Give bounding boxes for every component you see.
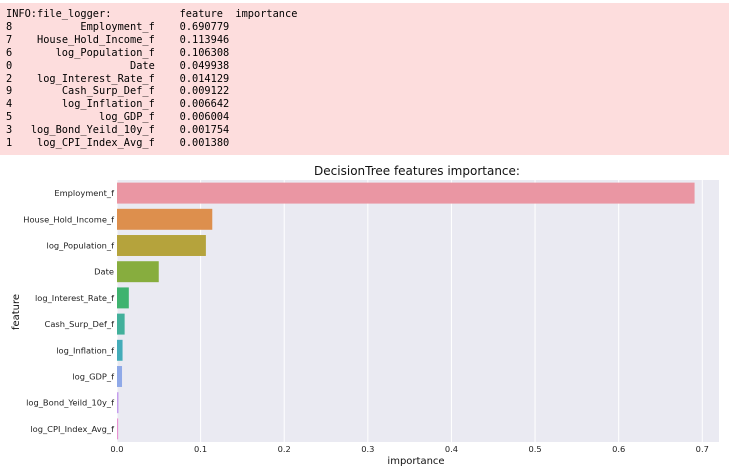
log-row-index: 4 <box>6 98 13 111</box>
log-row-feature: log_Bond_Yeild_10y_f <box>30 124 155 137</box>
log-prefix: INFO:file_logger: <box>6 8 112 20</box>
bar <box>117 287 129 309</box>
log-row-feature: log_CPI_Index_Avg_f <box>37 137 155 150</box>
y-tick-label: House_Hold_Income_f <box>23 214 115 224</box>
y-tick-label: log_Bond_Yeild_10y_f <box>26 398 115 408</box>
y-tick-label: Employment_f <box>54 188 115 198</box>
log-row-index: 8 <box>6 20 13 33</box>
log-col-importance: importance <box>235 8 298 20</box>
log-row-index: 7 <box>6 33 13 46</box>
x-axis-title: importance <box>387 456 444 467</box>
y-axis-title: feature <box>11 294 22 330</box>
log-row-index: 3 <box>6 124 13 137</box>
bar <box>117 392 119 414</box>
bar <box>117 313 125 335</box>
y-tick-labels: Employment_f House_Hold_Income_f log_Popul… <box>23 188 115 434</box>
log-output-panel: INFO:file_logger: feature importance 8 E… <box>0 3 729 155</box>
bar <box>117 366 123 387</box>
x-tick-label: 0.6 <box>612 444 625 454</box>
log-row-importance: 0.049938 <box>179 59 230 72</box>
log-row-feature: log_GDP_f <box>99 111 155 124</box>
log-row-feature: log_Inflation_f <box>61 98 155 111</box>
bar <box>117 261 159 283</box>
log-row-importance: 0.690779 <box>179 20 230 33</box>
y-tick-label: Date <box>94 267 114 277</box>
log-row-feature: House_Hold_Income_f <box>37 33 155 46</box>
log-row-index: 1 <box>6 137 13 150</box>
bar <box>117 182 695 204</box>
x-tick-label: 0.7 <box>696 444 709 454</box>
log-row-importance: 0.001754 <box>179 124 230 137</box>
log-row-importance: 0.106308 <box>179 46 230 59</box>
x-tick-label: 0.3 <box>361 444 374 454</box>
x-tick-label: 0.4 <box>445 444 458 454</box>
y-tick-label: log_Inflation_f <box>56 345 115 355</box>
x-tick-label: 0.1 <box>194 444 207 454</box>
log-output-text: INFO:file_logger: feature importance 8 E… <box>6 8 729 150</box>
log-row-importance: 0.006642 <box>179 98 230 111</box>
bars <box>117 182 695 440</box>
log-row-importance: 0.006004 <box>179 111 230 124</box>
log-row-index: 5 <box>6 111 13 124</box>
log-row-index: 6 <box>6 46 13 59</box>
log-row-feature: log_Interest_Rate_f <box>37 72 155 85</box>
bar <box>117 208 213 230</box>
log-col-feature: feature <box>179 8 223 20</box>
log-row-importance: 0.014129 <box>179 72 230 85</box>
log-row-index: 2 <box>6 72 13 85</box>
x-tick-label: 0.5 <box>528 444 541 454</box>
y-tick-label: Cash_Surp_Def_f <box>45 319 116 329</box>
log-row-feature: Employment_f <box>80 20 155 33</box>
x-tick-label: 0.2 <box>278 444 291 454</box>
log-row-feature: Date <box>130 59 155 72</box>
bar <box>117 339 123 361</box>
log-row-index: 9 <box>6 85 13 98</box>
x-tick-label: 0.0 <box>110 444 123 454</box>
bar <box>117 235 206 256</box>
log-row-index: 0 <box>6 59 13 72</box>
log-row-importance: 0.009122 <box>179 85 230 98</box>
log-row-feature: Cash_Surp_Def_f <box>61 85 155 98</box>
x-tick-labels: 0.0 0.1 0.2 0.3 0.4 0.5 0.6 0.7 <box>110 444 708 454</box>
log-row-importance: 0.001380 <box>179 137 230 150</box>
log-row-importance: 0.113946 <box>179 33 230 46</box>
feature-importance-chart: DecisionTree features importance: Employ… <box>11 164 719 467</box>
y-tick-label: log_GDP_f <box>72 372 115 382</box>
bar <box>117 418 119 440</box>
log-row-feature: log_Population_f <box>55 46 155 59</box>
y-tick-label: log_Interest_Rate_f <box>35 293 115 303</box>
y-tick-label: log_CPI_Index_Avg_f <box>30 424 115 434</box>
chart-title: DecisionTree features importance: <box>314 164 520 178</box>
y-tick-label: log_Population_f <box>47 241 116 251</box>
